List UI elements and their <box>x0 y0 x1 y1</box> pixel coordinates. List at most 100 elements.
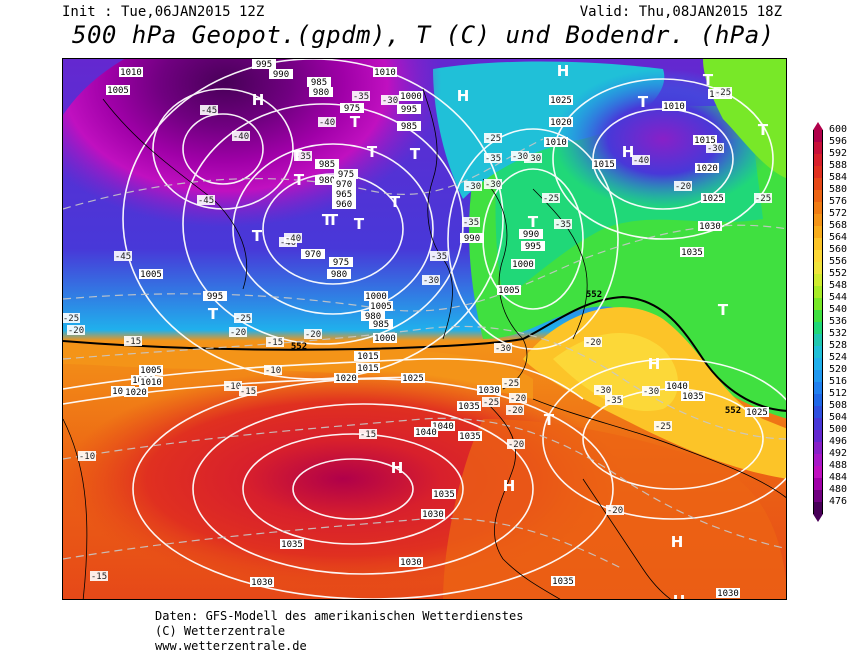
isobar-label: 1030 <box>400 558 422 568</box>
temperature-label-bg <box>224 381 242 391</box>
temperature-label: -35 <box>463 218 479 228</box>
colorbar-swatch <box>813 406 823 418</box>
temperature-labels: -45-40-40-35-35-30-45-40-45-40-35-30-25-… <box>63 87 772 582</box>
isobar-label: 1035 <box>681 248 703 258</box>
temperature-label-bg <box>239 386 257 396</box>
isobar-label: 975 <box>333 258 349 268</box>
isobar-label-bg <box>399 557 423 567</box>
isobar-label-bg <box>334 373 358 383</box>
footer-website: www.wetterzentrale.de <box>155 639 307 653</box>
weather-map-svg: 1010100599599098598097510101000995985101… <box>63 59 786 600</box>
colorbar-label: 524 <box>829 352 848 363</box>
temperature-label: -20 <box>510 394 526 404</box>
temperature-label: -30 <box>525 154 541 164</box>
temperature-label-bg <box>494 343 512 353</box>
high-pressure-marker: H <box>457 87 470 105</box>
temperature-label-bg <box>706 143 724 153</box>
isobar-label-bg <box>139 365 163 375</box>
isobar-label: 1030 <box>699 222 721 232</box>
isobar-label-bg <box>361 311 385 321</box>
temperature-label-bg <box>642 386 660 396</box>
colorbar-top-arrow <box>813 122 823 130</box>
isobar-label: 990 <box>464 234 480 244</box>
colorbar-swatch <box>813 394 823 406</box>
temperature-label: -30 <box>595 386 611 396</box>
isobar-label-bg <box>315 159 339 169</box>
colorbar-swatch <box>813 262 823 274</box>
temperature-label: -25 <box>485 134 501 144</box>
temperature-label: -40 <box>633 156 649 166</box>
temperature-label-bg <box>90 571 108 581</box>
isobar-label: 995 <box>525 242 541 252</box>
isobar-label: 1010 <box>545 138 567 148</box>
isobar-label-bg <box>280 539 304 549</box>
temperature-label-bg <box>381 95 399 105</box>
temperature-label-bg <box>594 385 612 395</box>
colorbar-label: 516 <box>829 376 848 387</box>
temperature-label-bg <box>304 329 322 339</box>
temperature-label: -25 <box>63 314 79 324</box>
temperature-label: -35 <box>431 252 447 262</box>
isobar-label: 1020 <box>696 164 718 174</box>
isobar-label-bg <box>119 67 143 77</box>
isobar-label-bg <box>397 104 421 114</box>
isobar-label-bg <box>431 421 455 431</box>
high-pressure-marker: H <box>673 592 686 600</box>
colorbar-swatch <box>813 502 823 514</box>
temperature-label: -25 <box>503 379 519 389</box>
colorbar-label: 476 <box>829 496 848 507</box>
temperature-label-bg <box>63 313 80 323</box>
temperature-label: -15 <box>125 337 141 347</box>
low-pressure-marker: T <box>410 145 421 163</box>
colorbar-swatch <box>813 202 823 214</box>
colorbar-label: 572 <box>829 208 848 219</box>
colorbar-label: 500 <box>829 424 848 435</box>
isobar-label-bg <box>477 385 501 395</box>
footer-copyright: (C) Wetterzentrale <box>155 624 286 638</box>
temperature-label-bg <box>266 337 284 347</box>
temperature-label-bg <box>234 313 252 323</box>
colorbar-swatch <box>813 286 823 298</box>
isobar-label-bg <box>301 249 325 259</box>
low-pressure-marker: T <box>638 93 649 111</box>
isobar-label-bg <box>497 285 521 295</box>
isobar-label-bg <box>592 159 616 169</box>
isobar-label-bg <box>399 91 423 101</box>
isobar-label: 975 <box>338 170 354 180</box>
colorbar-swatch <box>813 454 823 466</box>
isobar-label-bg <box>327 269 351 279</box>
isobar-label: 985 <box>311 78 327 88</box>
colorbar-label: 552 <box>829 268 848 279</box>
temperature-label-bg <box>605 395 623 405</box>
colorbar-bottom-arrow <box>813 514 823 522</box>
isobar-label: 960 <box>336 200 352 210</box>
isobar-label-bg <box>356 351 380 361</box>
isobar-labels: 1010100599599098598097510101000995985101… <box>106 59 769 599</box>
isobar-label-bg <box>544 137 568 147</box>
contour-552-label: 552 <box>725 406 741 416</box>
colorbar-label: 560 <box>829 244 848 255</box>
isobar-label-bg <box>511 259 535 269</box>
colorbar-swatch <box>813 178 823 190</box>
colorbar-swatch <box>813 478 823 490</box>
colorbar-label: 488 <box>829 460 848 471</box>
isobar-label: 1015 <box>357 364 379 374</box>
temperature-label: -30 <box>465 182 481 192</box>
colorbar-swatch <box>813 382 823 394</box>
temperature-label-bg <box>114 251 132 261</box>
high-pressure-marker: H <box>648 355 661 373</box>
temperature-label-bg <box>674 181 692 191</box>
temperature-label-bg <box>754 193 772 203</box>
isobar-label-bg <box>332 189 356 199</box>
isobar-label: 980 <box>313 88 329 98</box>
temperature-label-bg <box>422 275 440 285</box>
isobar-label-bg <box>680 247 704 257</box>
temperature-label: -40 <box>319 118 335 128</box>
temperature-label-bg <box>484 153 502 163</box>
isobar-label-bg <box>332 199 356 209</box>
init-time: Init : Tue,06JAN2015 12Z <box>62 4 265 20</box>
high-pressure-marker: H <box>557 62 570 80</box>
colorbar-swatch <box>813 358 823 370</box>
temperature-label-bg <box>654 421 672 431</box>
isobar-label: 1020 <box>550 118 572 128</box>
